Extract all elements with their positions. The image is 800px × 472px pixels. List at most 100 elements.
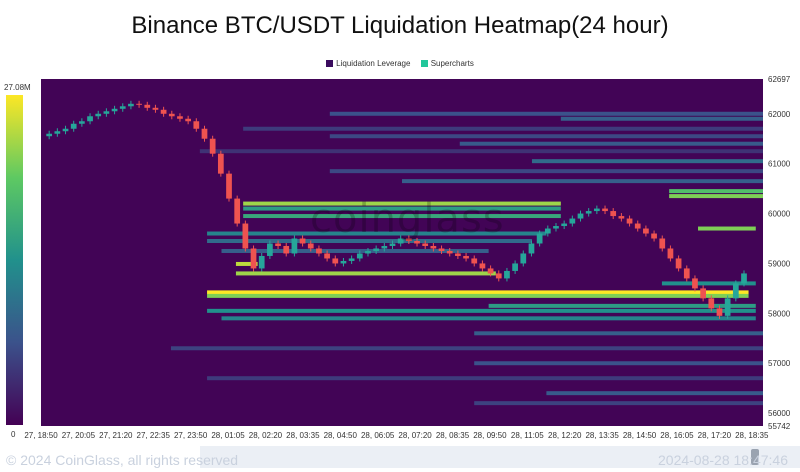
x-tick-label: 28, 16:05	[660, 431, 694, 440]
y-tick-label: 62000	[768, 110, 791, 119]
liquidation-band	[546, 391, 763, 396]
candle-body	[634, 223, 641, 229]
candle-body	[602, 208, 608, 212]
candle-body	[152, 107, 159, 110]
candle-body	[463, 255, 469, 259]
candle-body	[365, 250, 371, 254]
candle-body	[405, 238, 412, 241]
candle-body	[504, 270, 510, 279]
x-tick-label: 28, 13:35	[585, 431, 619, 440]
candle-body	[226, 173, 232, 199]
candle-body	[626, 218, 633, 224]
candle-body	[561, 223, 568, 227]
legend: Liquidation Leverage Supercharts	[0, 59, 800, 69]
candle-body	[95, 113, 102, 117]
legend-item-liquidation-leverage[interactable]: Liquidation Leverage	[326, 59, 410, 68]
liquidation-band	[243, 206, 561, 211]
y-tick-label: 60000	[768, 210, 791, 219]
legend-swatch	[326, 60, 334, 67]
candle-body	[185, 118, 191, 122]
candle-body	[593, 208, 600, 212]
x-tick-label: 27, 18:50	[24, 431, 58, 440]
candle-body	[716, 308, 723, 316]
candle-body	[316, 248, 322, 254]
liquidation-band	[669, 189, 763, 194]
liquidation-bands	[170, 111, 764, 406]
legend-item-supercharts[interactable]: Supercharts	[420, 59, 474, 68]
colorbar	[6, 95, 23, 425]
candle-body	[520, 253, 527, 264]
candle-body	[242, 223, 249, 249]
candle-body	[250, 248, 257, 269]
candle-body	[356, 253, 363, 259]
colorbar-max-label: 27.08M	[4, 83, 31, 92]
candle-body	[177, 116, 183, 119]
candle-body	[119, 106, 126, 109]
candle-body	[193, 121, 200, 129]
candle-body	[495, 273, 502, 279]
candle-body	[332, 258, 339, 264]
y-tick-label: 57000	[768, 359, 791, 368]
candle-body	[422, 243, 429, 246]
liquidation-band	[488, 303, 756, 308]
y-tick-label: 58000	[768, 309, 791, 318]
candle-body	[209, 138, 216, 154]
y-tick-label: 59000	[768, 259, 791, 268]
candle-body	[307, 243, 314, 249]
candle-body	[128, 103, 134, 107]
liquidation-band	[221, 248, 489, 253]
candle-body	[275, 243, 281, 246]
copyright-text: © 2024 CoinGlass, all rights reserved	[6, 452, 239, 468]
liquidation-band	[329, 134, 763, 139]
candle-body	[692, 278, 698, 289]
liquidation-band	[207, 376, 763, 381]
liquidation-band	[207, 290, 749, 295]
x-tick-label: 28, 14:50	[623, 431, 657, 440]
price-candles	[46, 100, 747, 319]
x-tick-label: 28, 02:20	[249, 431, 283, 440]
liquidation-band	[698, 226, 756, 231]
x-tick-label: 28, 09:50	[473, 431, 507, 440]
candle-body	[87, 116, 93, 122]
candle-body	[683, 268, 690, 279]
y-tick-label: 61000	[768, 160, 791, 169]
x-tick-label: 28, 18:35	[735, 431, 769, 440]
x-tick-label: 28, 17:20	[698, 431, 732, 440]
liquidation-band	[474, 401, 763, 406]
candle-body	[553, 226, 559, 229]
candle-body	[283, 245, 290, 254]
candle-body	[643, 228, 649, 234]
liquidation-band	[243, 126, 763, 131]
candle-body	[46, 133, 53, 137]
candle-body	[414, 240, 420, 244]
x-tick-label: 28, 06:05	[361, 431, 395, 440]
candle-body	[585, 211, 592, 214]
candle-body	[544, 228, 551, 234]
liquidation-band	[329, 111, 763, 116]
candle-body	[610, 211, 617, 217]
y-axis: 62697 55742 62000 61000 60000 59000 58000 57000…	[768, 75, 791, 431]
y-tick-label: 56000	[768, 409, 791, 418]
navigator-handle[interactable]	[751, 449, 759, 465]
timestamp-text: 2024-08-28 18:47:46	[658, 452, 788, 468]
candle-body	[430, 245, 437, 249]
candle-body	[397, 238, 404, 244]
y-tick-label: 62697	[768, 75, 791, 84]
candle-body	[471, 258, 478, 264]
liquidation-band	[207, 231, 547, 236]
candle-body	[528, 243, 535, 254]
x-tick-label: 27, 22:35	[137, 431, 171, 440]
candle-body	[675, 258, 682, 269]
y-tick-label: 55742	[768, 422, 791, 431]
candle-body	[659, 238, 666, 249]
candle-body	[217, 153, 224, 174]
liquidation-band	[207, 238, 532, 243]
liquidation-band	[560, 116, 763, 121]
x-tick-label: 28, 11:05	[511, 431, 544, 440]
navigator-bar[interactable]	[200, 446, 800, 468]
legend-label: Supercharts	[430, 59, 474, 68]
x-tick-label: 28, 12:20	[548, 431, 582, 440]
candle-body	[291, 238, 298, 254]
liquidation-band	[661, 281, 756, 286]
